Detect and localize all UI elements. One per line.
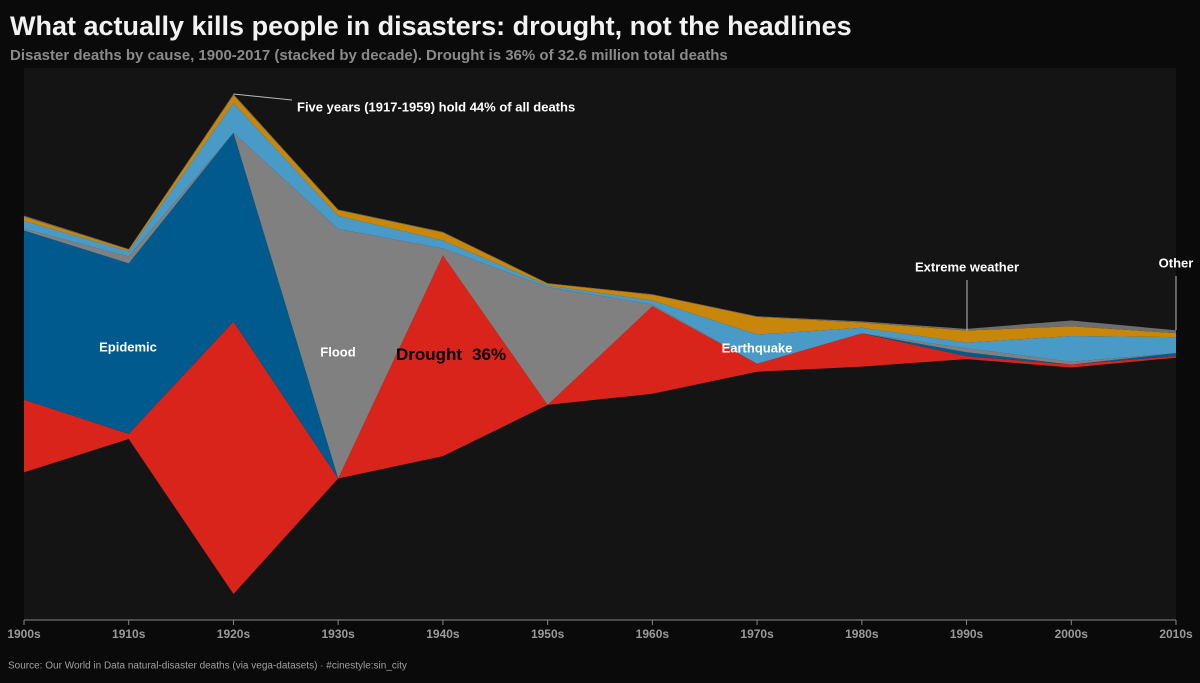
series-label: Flood [320, 344, 355, 359]
series-label: Earthquake [722, 340, 793, 355]
x-tick-label: 1950s [531, 627, 565, 641]
areas [24, 94, 1176, 595]
x-tick-label: 1990s [950, 627, 984, 641]
x-tick-label: 1930s [321, 627, 355, 641]
leader [233, 93, 293, 101]
series-label: Epidemic [99, 339, 157, 354]
series-label: Drought 36% [396, 345, 506, 364]
series-label: Other [1159, 255, 1194, 270]
share-label: 36% [472, 345, 506, 364]
x-tick-label: 2000s [1055, 627, 1089, 641]
annotation: Five years (1917-1959) hold 44% of all d… [297, 99, 575, 114]
area [24, 255, 1176, 595]
x-tick-label: 1960s [636, 627, 670, 641]
area [24, 132, 1176, 479]
chart-subtitle: Disaster deaths by cause, 1900-2017 (sta… [10, 47, 728, 64]
chart-title: What actually kills people in disasters:… [10, 11, 852, 41]
x-tick-label: 2010s [1159, 627, 1193, 641]
overlay: 1900s 1910s 1920s 1930s 1940s 1950s 1960s 1970s… [7, 93, 1194, 641]
x-tick-label: 1980s [845, 627, 879, 641]
x-tick-label: 1900s [7, 627, 41, 641]
source: Source: Our World in Data natural-disast… [8, 661, 407, 672]
x-tick-label: 1970s [740, 627, 774, 641]
x-tick-label: 1920s [217, 627, 251, 641]
x-tick-label: 1910s [112, 627, 146, 641]
area [24, 103, 1176, 364]
area [24, 132, 1176, 479]
x-tick-label: 1940s [426, 627, 460, 641]
series-name: Drought [396, 345, 462, 364]
series-label: Extreme weather [915, 259, 1019, 274]
